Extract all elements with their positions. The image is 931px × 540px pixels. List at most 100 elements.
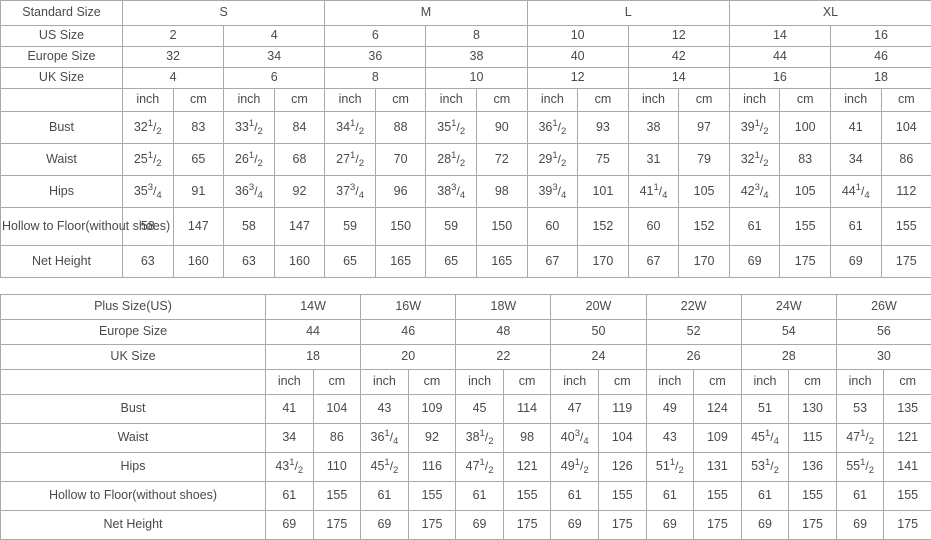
value-cm: 98 [503,424,551,453]
value-cm: 155 [780,208,831,246]
value-inch: 69 [456,511,504,540]
value-inch: 47 [551,395,599,424]
plus-size-corner-label: Plus Size(US) [1,295,266,320]
unit-header-cm: cm [694,370,742,395]
value-inch: 69 [361,511,409,540]
value-cm: 155 [313,482,361,511]
whole-number: 44 [842,184,856,198]
value-cm: 175 [598,511,646,540]
value-inch: 551/2 [836,453,884,482]
spec-value: 22 [456,345,551,370]
value-inch: 69 [551,511,599,540]
value-cm: 175 [503,511,551,540]
fraction-denominator: 4 [561,190,566,201]
value-inch: 61 [836,482,884,511]
value-inch: 61 [830,208,881,246]
row-label-europe-size: Europe Size [1,47,123,68]
value-cm: 175 [780,246,831,278]
fraction-denominator: 2 [561,158,566,169]
value-cm: 155 [881,208,931,246]
value-cm: 114 [503,395,551,424]
value-inch: 411/4 [628,176,679,208]
fraction-denominator: 4 [864,190,869,201]
plus-size-group-14w: 14W [266,295,361,320]
value-cm: 83 [780,144,831,176]
value-inch: 291/2 [527,144,578,176]
value-cm: 121 [503,453,551,482]
unit-header-inch: inch [551,370,599,395]
whole-number: 35 [134,184,148,198]
fraction-denominator: 2 [763,158,768,169]
fraction-denominator: 2 [460,126,465,137]
spec-value: 48 [456,320,551,345]
value-cm: 152 [679,208,730,246]
fraction-denominator: 4 [258,190,263,201]
value-cm: 109 [408,395,456,424]
row-label-uk-size: UK Size [1,345,266,370]
value-inch: 353/4 [123,176,174,208]
spec-value: 12 [527,68,628,89]
value-inch: 69 [741,511,789,540]
unit-header-inch: inch [426,89,477,112]
value-cm: 170 [578,246,629,278]
whole-number: 27 [336,152,350,166]
value-cm: 160 [173,246,224,278]
value-inch: 59 [426,208,477,246]
value-inch: 61 [551,482,599,511]
row-label-hollow-to-floor-without-shoes: Hollow to Floor(without shoes) [1,208,123,246]
value-inch: 61 [741,482,789,511]
value-cm: 86 [313,424,361,453]
spec-value: 8 [426,26,527,47]
value-inch: 261/2 [224,144,275,176]
fraction-denominator: 2 [359,126,364,137]
value-cm: 116 [408,453,456,482]
spec-value: 38 [426,47,527,68]
unit-row-label [1,370,266,395]
value-cm: 155 [408,482,456,511]
value-inch: 451/2 [361,453,409,482]
value-inch: 341/2 [325,112,376,144]
value-cm: 135 [884,395,931,424]
value-inch: 49 [646,395,694,424]
spec-value: 40 [527,47,628,68]
value-cm: 112 [881,176,931,208]
fraction-denominator: 2 [869,436,874,447]
value-cm: 175 [408,511,456,540]
unit-header-inch: inch [628,89,679,112]
value-inch: 34 [266,424,314,453]
plus-size-group-20w: 20W [551,295,646,320]
value-inch: 281/2 [426,144,477,176]
size-group-m: M [325,1,527,26]
value-inch: 403/4 [551,424,599,453]
whole-number: 34 [336,120,350,134]
spec-value: 54 [741,320,836,345]
value-inch: 381/2 [456,424,504,453]
value-cm: 175 [313,511,361,540]
value-cm: 152 [578,208,629,246]
row-label-hips: Hips [1,176,123,208]
value-inch: 441/4 [830,176,881,208]
fraction-denominator: 2 [774,465,779,476]
value-inch: 65 [325,246,376,278]
whole-number: 32 [134,120,148,134]
value-inch: 491/2 [551,453,599,482]
value-cm: 98 [476,176,527,208]
fraction-denominator: 2 [561,126,566,137]
value-cm: 104 [881,112,931,144]
fraction-denominator: 2 [156,126,161,137]
whole-number: 35 [437,120,451,134]
value-cm: 175 [789,511,837,540]
value-cm: 92 [408,424,456,453]
fraction-denominator: 2 [488,465,493,476]
